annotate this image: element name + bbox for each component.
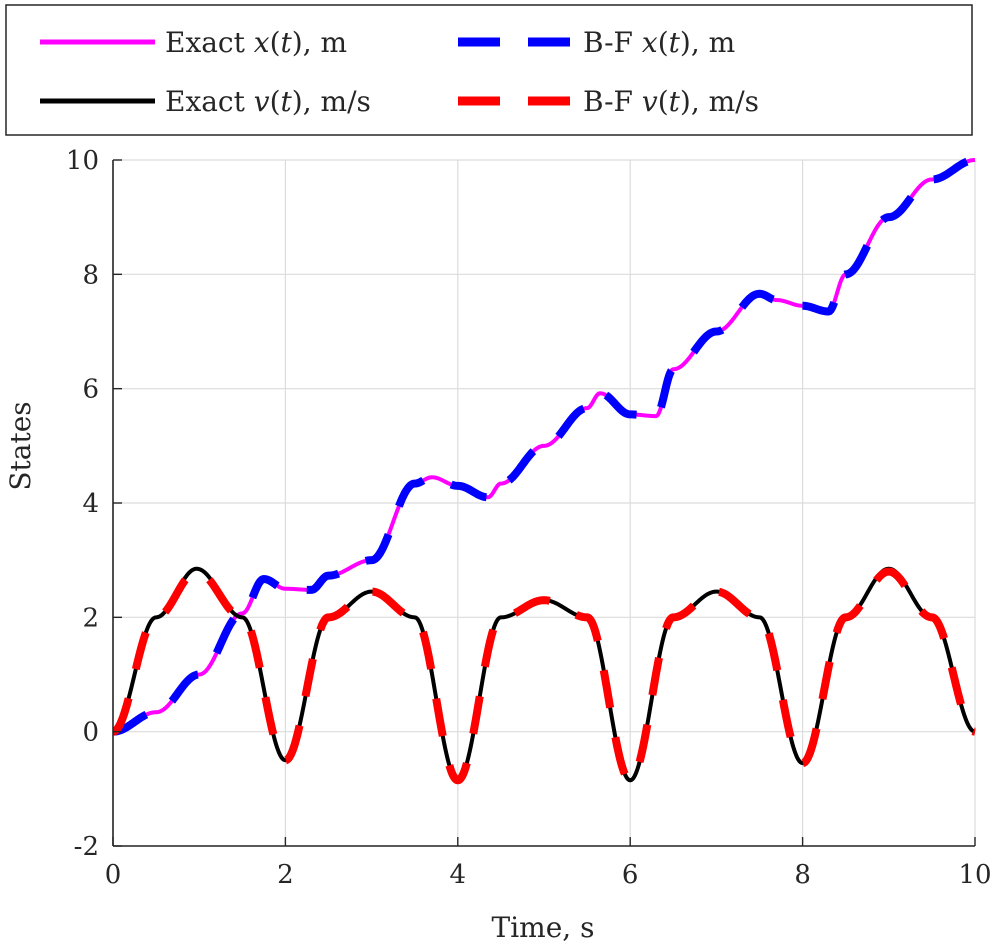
y-tick-label: 10	[66, 146, 99, 176]
series-bf-x	[112, 156, 976, 736]
y-tick-label: 6	[82, 375, 99, 405]
legend-box	[5, 4, 973, 136]
x-tick-label: 4	[450, 860, 467, 890]
y-tick-label: 4	[82, 489, 99, 519]
x-tick-label: 6	[622, 860, 639, 890]
y-tick-label: 8	[82, 260, 99, 290]
x-axis-label: Time, s	[492, 911, 595, 944]
legend-label-bf-x: B-F x(t), m	[583, 26, 735, 59]
y-axis-label: States	[4, 401, 37, 490]
y-tick-label: -2	[74, 832, 99, 862]
legend: Exact x(t), m B-F x(t), m Exact v(t), m/…	[5, 4, 973, 136]
series-bf-v	[112, 567, 976, 785]
x-tick-label: 2	[277, 860, 294, 890]
legend-label-bf-v: B-F v(t), m/s	[583, 85, 759, 118]
legend-label-exact-x: Exact x(t), m	[165, 26, 347, 59]
y-tick-label: 2	[82, 603, 99, 633]
x-tick-label: 0	[105, 860, 122, 890]
axes	[112, 159, 976, 847]
legend-label-exact-v: Exact v(t), m/s	[165, 85, 371, 118]
x-tick-label: 10	[958, 860, 991, 890]
x-tick-label: 8	[794, 860, 811, 890]
y-tick-label: 0	[82, 718, 99, 748]
series-layer	[112, 156, 976, 785]
